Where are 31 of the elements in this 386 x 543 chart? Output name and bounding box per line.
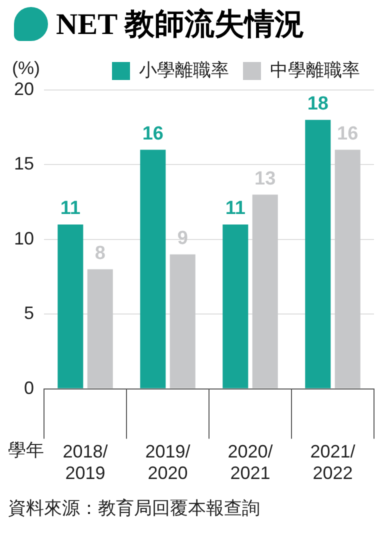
y-axis-title: (%) xyxy=(12,58,40,79)
data-label: 16 xyxy=(142,123,164,144)
data-label: 11 xyxy=(60,198,81,220)
legend-label: 中學離職率 xyxy=(270,60,360,80)
data-label: 16 xyxy=(337,123,358,144)
data-label: 9 xyxy=(177,228,188,250)
data-label: 8 xyxy=(94,243,106,264)
y-tick-label: 15 xyxy=(14,154,34,174)
y-tick-label: 20 xyxy=(14,78,34,99)
source-note: 資料來源：教育局回覆本報查詢 xyxy=(7,497,261,520)
x-axis-title: 學年 xyxy=(8,439,44,462)
data-label: 13 xyxy=(254,168,276,190)
bar xyxy=(170,254,196,388)
x-tick-label: 2020/2021 xyxy=(228,442,273,484)
bar xyxy=(58,224,84,388)
data-label: 18 xyxy=(307,94,328,115)
legend-label: 小學離職率 xyxy=(139,60,229,80)
bar xyxy=(87,269,113,388)
bar xyxy=(140,150,166,388)
x-tick-label: 2019/2020 xyxy=(145,442,190,484)
bar xyxy=(252,194,278,388)
bar xyxy=(222,224,248,388)
chart-title: NET 教師流失情況 xyxy=(56,6,305,42)
bar xyxy=(334,150,360,388)
bar xyxy=(305,120,331,388)
y-tick-label: 10 xyxy=(14,228,34,248)
x-tick-label: 2021/2022 xyxy=(310,442,356,484)
y-tick-label: 0 xyxy=(24,378,34,398)
y-tick-label: 5 xyxy=(24,303,34,324)
data-label: 11 xyxy=(225,198,246,220)
x-tick-label: 2018/2019 xyxy=(62,442,108,484)
